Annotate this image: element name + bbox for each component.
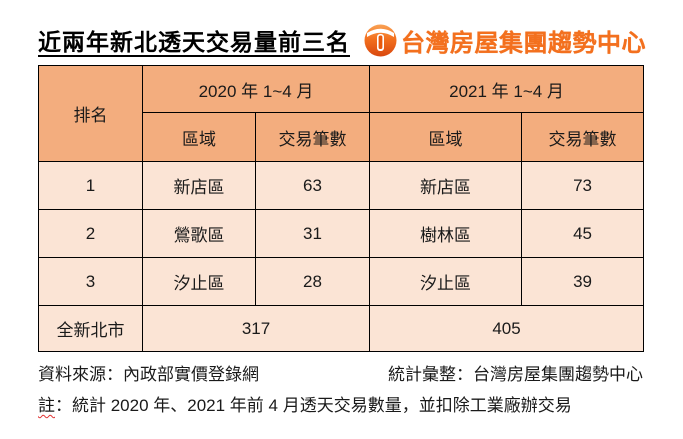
count-2020: 31 (254, 209, 371, 258)
header-period-2020: 2020 年 1~4 月 (141, 65, 371, 113)
note-prefix: 註 (38, 396, 55, 415)
note-text: ：統計 2020 年、2021 年前 4 月透天交易數量，並扣除工業廠辦交易 (55, 396, 572, 415)
table-row-rank1: 1 新店區 63 新店區 73 (38, 161, 645, 210)
header-count-2020: 交易筆數 (254, 112, 371, 162)
table-row-subheaders: 區域 交易筆數 區域 交易筆數 (39, 112, 645, 162)
rank-value: 2 (38, 209, 143, 258)
header-count-2021: 交易筆數 (521, 112, 645, 162)
transactions-table: 排名 2020 年 1~4 月 2021 年 1~4 月 區域 交易筆數 區域 … (38, 65, 645, 352)
total-2020: 317 (141, 305, 371, 352)
title-bar: 近兩年新北透天交易量前三名 台灣房屋集團趨勢中心 (38, 22, 646, 58)
count-2021: 45 (521, 209, 645, 258)
header-rank: 排名 (38, 65, 143, 162)
table-row-years: 排名 2020 年 1~4 月 2021 年 1~4 月 (38, 65, 645, 162)
data-source-text: 資料來源：內政部實價登錄網 (38, 365, 259, 384)
taiwan-housing-logo-icon (364, 24, 397, 56)
header-district-2021: 區域 (369, 112, 523, 162)
document-page: 近兩年新北透天交易量前三名 台灣房屋集團趨勢中心 (38, 22, 646, 416)
count-2021: 73 (521, 161, 645, 210)
rank-value: 3 (38, 257, 143, 306)
table-row-total: 全新北市 317 405 (38, 305, 645, 352)
rank-value: 1 (38, 161, 143, 210)
brand-logo: 台灣房屋集團趨勢中心 (364, 23, 646, 58)
table-row-rank3: 3 汐止區 28 汐止區 39 (38, 257, 645, 306)
count-2021: 39 (521, 257, 645, 306)
district-2020: 汐止區 (142, 257, 256, 306)
district-2021: 新店區 (369, 161, 523, 210)
table-row-rank2: 2 鶯歌區 31 樹林區 45 (38, 209, 645, 258)
compiled-by-text: 統計彙整：台灣房屋集團趨勢中心 (388, 365, 643, 384)
header-period-2021: 2021 年 1~4 月 (369, 65, 645, 113)
district-2020: 新店區 (142, 161, 256, 210)
brand-name: 台灣房屋集團趨勢中心 (401, 29, 646, 57)
footer-line: 資料來源：內政部實價登錄網 統計彙整：台灣房屋集團趨勢中心 (38, 360, 643, 385)
district-2020: 鶯歌區 (142, 209, 256, 258)
count-2020: 28 (254, 257, 371, 306)
district-2021: 樹林區 (369, 209, 523, 258)
page-title: 近兩年新北透天交易量前三名 (38, 29, 350, 55)
total-label: 全新北市 (38, 305, 143, 352)
note-line: 註：統計 2020 年、2021 年前 4 月透天交易數量，並扣除工業廠辦交易 (38, 391, 643, 416)
district-2021: 汐止區 (369, 257, 523, 306)
total-2021: 405 (369, 305, 645, 352)
count-2020: 63 (254, 161, 371, 210)
header-district-2020: 區域 (142, 112, 256, 162)
